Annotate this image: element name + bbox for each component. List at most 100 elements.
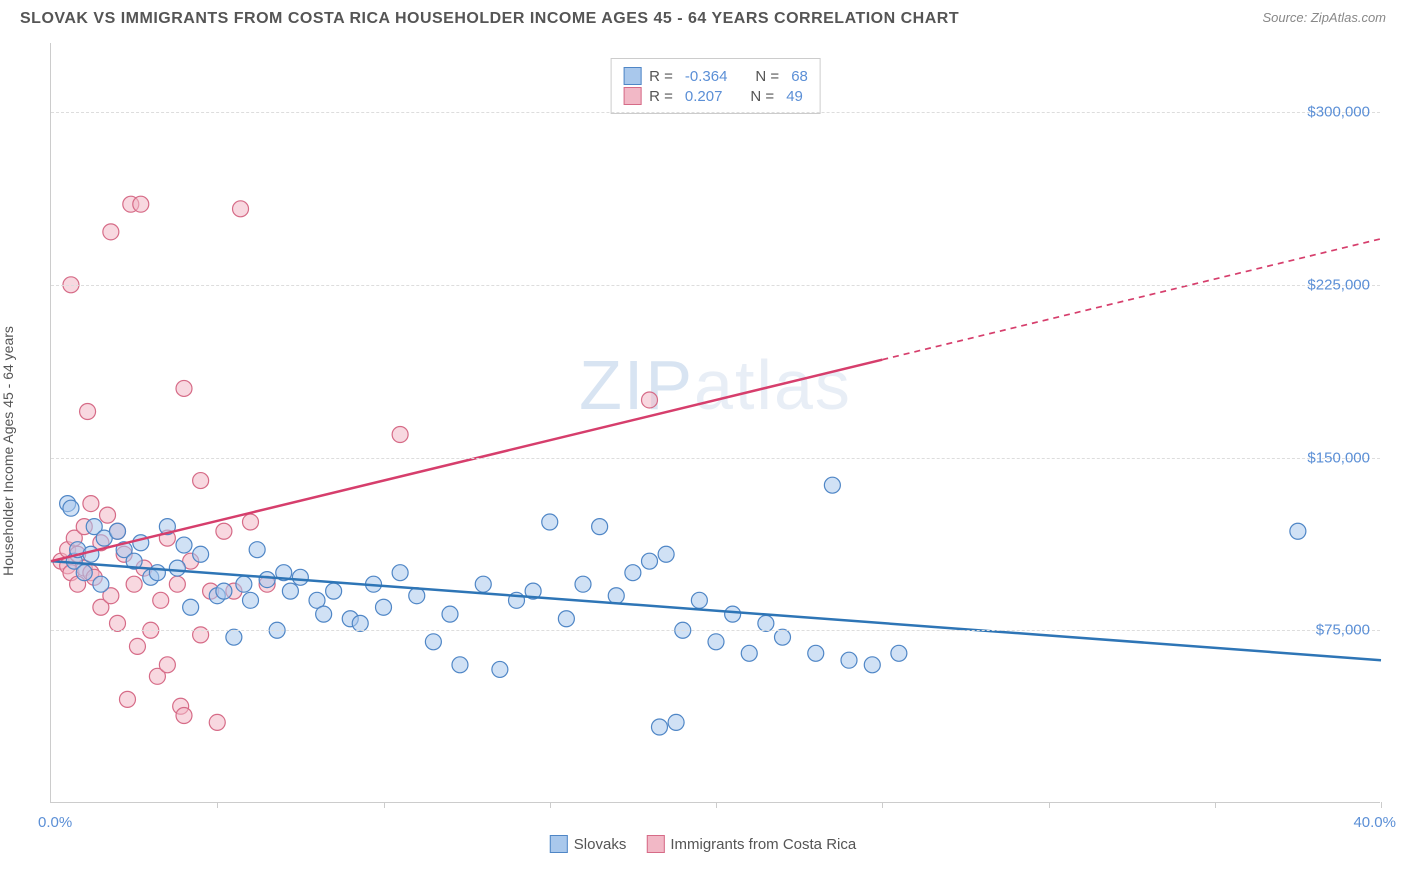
data-point [891, 645, 907, 661]
y-tick-label: $150,000 [1307, 449, 1370, 466]
data-point [159, 657, 175, 673]
data-point [741, 645, 757, 661]
data-point [243, 514, 259, 530]
x-tick [1215, 802, 1216, 808]
x-tick [384, 802, 385, 808]
data-point [176, 707, 192, 723]
data-point [691, 592, 707, 608]
legend-swatch-slovaks [550, 835, 568, 853]
data-point [425, 634, 441, 650]
data-point [452, 657, 468, 673]
data-point [625, 565, 641, 581]
data-point [492, 661, 508, 677]
data-point [658, 546, 674, 562]
data-point [392, 565, 408, 581]
chart-source: Source: ZipAtlas.com [1262, 10, 1386, 25]
legend-item-slovaks: Slovaks [550, 835, 627, 853]
data-point [110, 615, 126, 631]
data-point [642, 553, 658, 569]
plot-svg [51, 43, 1380, 802]
data-point [126, 576, 142, 592]
data-point [775, 629, 791, 645]
gridline [51, 285, 1380, 286]
data-point [176, 537, 192, 553]
data-point [80, 403, 96, 419]
data-point [243, 592, 259, 608]
x-min-label: 0.0% [38, 814, 72, 831]
x-tick [882, 802, 883, 808]
bottom-legend: Slovaks Immigrants from Costa Rica [550, 835, 856, 853]
y-tick-label: $75,000 [1316, 622, 1370, 639]
data-point [103, 224, 119, 240]
y-axis-label: Householder Income Ages 45 - 64 years [0, 326, 16, 576]
data-point [209, 714, 225, 730]
data-point [169, 560, 185, 576]
data-point [226, 629, 242, 645]
x-tick [716, 802, 717, 808]
data-point [292, 569, 308, 585]
legend-label-slovaks: Slovaks [574, 836, 627, 853]
data-point [149, 565, 165, 581]
data-point [409, 588, 425, 604]
data-point [93, 576, 109, 592]
data-point [376, 599, 392, 615]
data-point [642, 392, 658, 408]
data-point [133, 196, 149, 212]
gridline [51, 112, 1380, 113]
data-point [558, 611, 574, 627]
data-point [193, 546, 209, 562]
data-point [216, 523, 232, 539]
y-tick-label: $225,000 [1307, 276, 1370, 293]
data-point [542, 514, 558, 530]
data-point [651, 719, 667, 735]
data-point [236, 576, 252, 592]
gridline [51, 630, 1380, 631]
data-point [83, 546, 99, 562]
trend-line-dashed [882, 239, 1381, 360]
data-point [83, 496, 99, 512]
x-max-label: 40.0% [1353, 814, 1396, 831]
x-tick [1381, 802, 1382, 808]
data-point [864, 657, 880, 673]
data-point [442, 606, 458, 622]
data-point [63, 500, 79, 516]
x-tick [550, 802, 551, 808]
data-point [392, 427, 408, 443]
legend-swatch-costarica [646, 835, 664, 853]
data-point [841, 652, 857, 668]
data-point [592, 519, 608, 535]
gridline [51, 458, 1380, 459]
legend-label-costarica: Immigrants from Costa Rica [670, 836, 856, 853]
x-tick [217, 802, 218, 808]
data-point [608, 588, 624, 604]
data-point [808, 645, 824, 661]
data-point [153, 592, 169, 608]
data-point [216, 583, 232, 599]
data-point [76, 565, 92, 581]
data-point [725, 606, 741, 622]
data-point [668, 714, 684, 730]
data-point [233, 201, 249, 217]
data-point [326, 583, 342, 599]
chart-header: SLOVAK VS IMMIGRANTS FROM COSTA RICA HOU… [0, 0, 1406, 33]
data-point [119, 691, 135, 707]
data-point [183, 599, 199, 615]
data-point [282, 583, 298, 599]
data-point [259, 572, 275, 588]
data-point [176, 380, 192, 396]
chart-container: Householder Income Ages 45 - 64 years ZI… [0, 33, 1406, 853]
legend-item-costarica: Immigrants from Costa Rica [646, 835, 856, 853]
data-point [249, 542, 265, 558]
chart-title: SLOVAK VS IMMIGRANTS FROM COSTA RICA HOU… [20, 10, 959, 28]
plot-area: ZIPatlas R = -0.364 N = 68 R = 0.207 N =… [50, 43, 1380, 803]
data-point [475, 576, 491, 592]
data-point [1290, 523, 1306, 539]
data-point [316, 606, 332, 622]
data-point [100, 507, 116, 523]
data-point [193, 473, 209, 489]
x-tick [1049, 802, 1050, 808]
y-tick-label: $300,000 [1307, 104, 1370, 121]
data-point [758, 615, 774, 631]
data-point [129, 638, 145, 654]
data-point [575, 576, 591, 592]
